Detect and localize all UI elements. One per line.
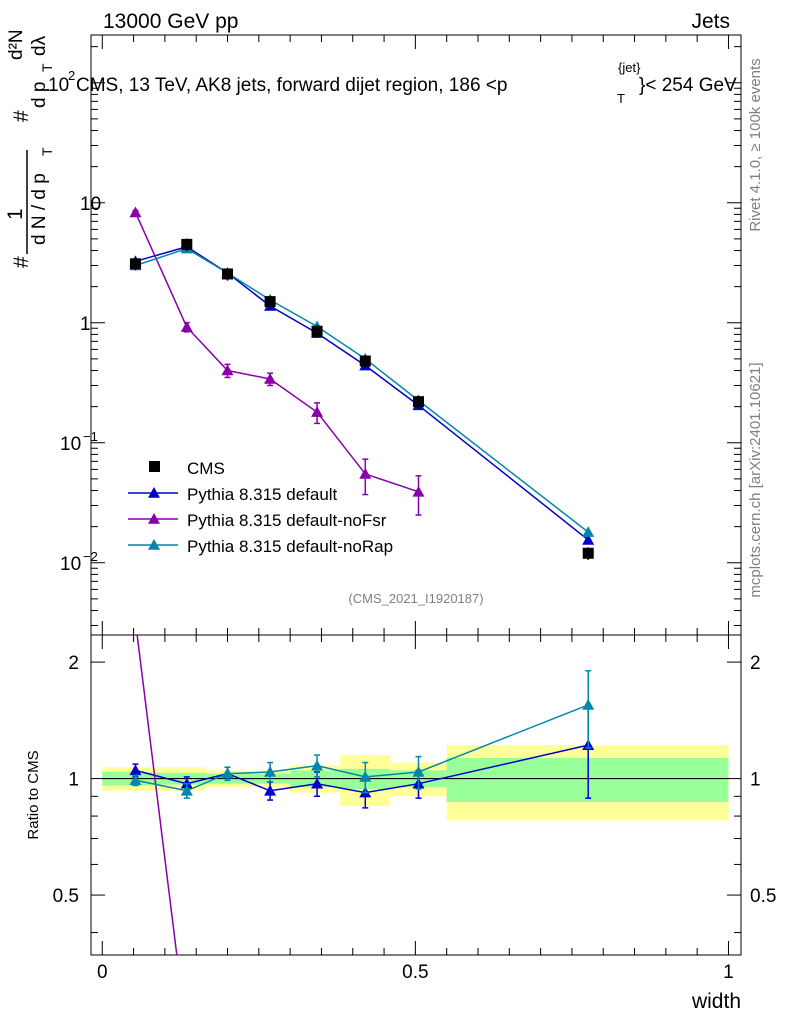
svg-text:1: 1 (4, 208, 27, 220)
series-point (311, 406, 324, 417)
x-tick-label: 0.5 (402, 962, 428, 983)
ratio-y-tick-label: 2 (68, 653, 79, 674)
y-axis-label: # 1 d N / d p T # d²N d p T dλ (4, 29, 55, 268)
ratio-y-label: Ratio to CMS (25, 750, 42, 839)
mcplots-label: mcplots.cern.ch [arXiv:2401.10621] (747, 362, 764, 597)
ratio-line-offscale (136, 635, 178, 955)
series-point (582, 533, 595, 545)
ratio-line (135, 704, 589, 792)
ratio-plot-frame (90, 634, 742, 956)
cms-point (222, 268, 234, 280)
y-tick-label: 10 −1 (60, 429, 98, 455)
svg-text:{jet}: {jet} (618, 60, 641, 75)
svg-text:dλ: dλ (29, 35, 50, 56)
legend-label: Pythia 8.315 default-noRap (187, 537, 393, 556)
legend-cms-marker (149, 461, 160, 472)
ratio-point (264, 765, 277, 777)
ratio-series-1 (136, 635, 178, 955)
svg-text:T: T (617, 91, 625, 106)
svg-text:d N / d p: d N / d p (29, 173, 50, 245)
legend-marker (148, 513, 160, 524)
series-line (135, 245, 589, 541)
x-axis-label: width (691, 990, 741, 1013)
x-tick-label: 1 (723, 962, 734, 983)
ratio-point (311, 777, 324, 789)
cms-point (129, 258, 141, 270)
cms-point (359, 355, 371, 367)
legend-marker (148, 539, 160, 550)
legend-cms-label: CMS (187, 459, 225, 478)
ratio-y-tick-label: 0.5 (53, 886, 79, 907)
y-tick-label-exp: −2 (83, 549, 98, 564)
ratio-point (264, 784, 277, 796)
ratio-y-tick-label-right: 0.5 (750, 886, 776, 907)
svg-text:T: T (39, 63, 55, 72)
y-tick-label: 10 (80, 194, 101, 215)
ratio-y-tick-label: 1 (68, 770, 79, 791)
svg-text:#: # (10, 110, 33, 122)
legend-item-1: Pythia 8.315 default-noFsr (128, 511, 387, 530)
ratio-point (129, 774, 142, 786)
header-left: 13000 GeV pp (103, 10, 238, 33)
svg-text:#: # (10, 256, 33, 268)
ratio-line (135, 744, 589, 794)
series-point (264, 372, 277, 384)
cms-point (582, 547, 594, 559)
y-tick-label: 10 −2 (60, 549, 98, 575)
cms-point (311, 325, 323, 337)
series-1 (129, 206, 425, 516)
analysis-id: (CMS_2021_I1920187) (348, 591, 483, 606)
series-point (359, 467, 372, 479)
series-point (129, 206, 142, 218)
series-line (134, 212, 419, 493)
svg-text:d p: d p (29, 82, 50, 108)
series-line (135, 247, 589, 533)
series-point (221, 364, 234, 376)
rivet-label: Rivet 4.1.0, ≥ 100k events (747, 58, 764, 231)
legend-label: Pythia 8.315 default-noFsr (187, 511, 387, 530)
ratio-y-tick-label-right: 2 (750, 653, 761, 674)
ratio-y-tick-label-right: 1 (750, 770, 761, 791)
cms-point (413, 396, 425, 408)
header-right: Jets (691, 10, 730, 33)
y-tick-label: 1 (80, 314, 91, 335)
svg-text:10: 10 (48, 75, 69, 96)
legend-marker (148, 487, 160, 498)
series-point (412, 485, 425, 497)
cms-point (264, 296, 276, 308)
series-point (180, 321, 193, 332)
legend-label: Pythia 8.315 default (187, 485, 338, 504)
ratio-point (221, 767, 234, 779)
legend-item-2: Pythia 8.315 default-noRap (128, 537, 393, 556)
series-point (582, 526, 595, 537)
cms-points (129, 238, 594, 560)
ratio-point (359, 770, 372, 782)
x-tick-label: 0 (97, 962, 108, 983)
y-tick-label-base: 10 (60, 434, 81, 455)
svg-text:CMS, 13 TeV, AK8 jets, forward: CMS, 13 TeV, AK8 jets, forward dijet reg… (76, 75, 507, 96)
y-tick-label-base: 10 (80, 194, 101, 215)
cms-point (181, 238, 193, 250)
svg-text:2: 2 (68, 68, 75, 83)
legend-item-cms: CMS (149, 459, 225, 478)
ratio-point (582, 698, 595, 710)
y-tick-label-base: 1 (80, 314, 91, 335)
chart-title: 10 2 CMS, 13 TeV, AK8 jets, forward dije… (48, 60, 737, 106)
ratio-point (412, 765, 425, 777)
legend-item-0: Pythia 8.315 default (128, 485, 338, 504)
ratio-point (129, 764, 142, 776)
y-tick-label-exp: −1 (83, 429, 98, 444)
svg-text:d²N: d²N (6, 29, 27, 60)
ratio-series-2 (129, 669, 595, 799)
ratio-point (311, 759, 324, 771)
svg-text:}< 254 GeV: }< 254 GeV (639, 75, 737, 96)
y-tick-label-base: 10 (60, 554, 81, 575)
svg-text:T: T (39, 147, 55, 156)
ratio-point (180, 784, 193, 796)
